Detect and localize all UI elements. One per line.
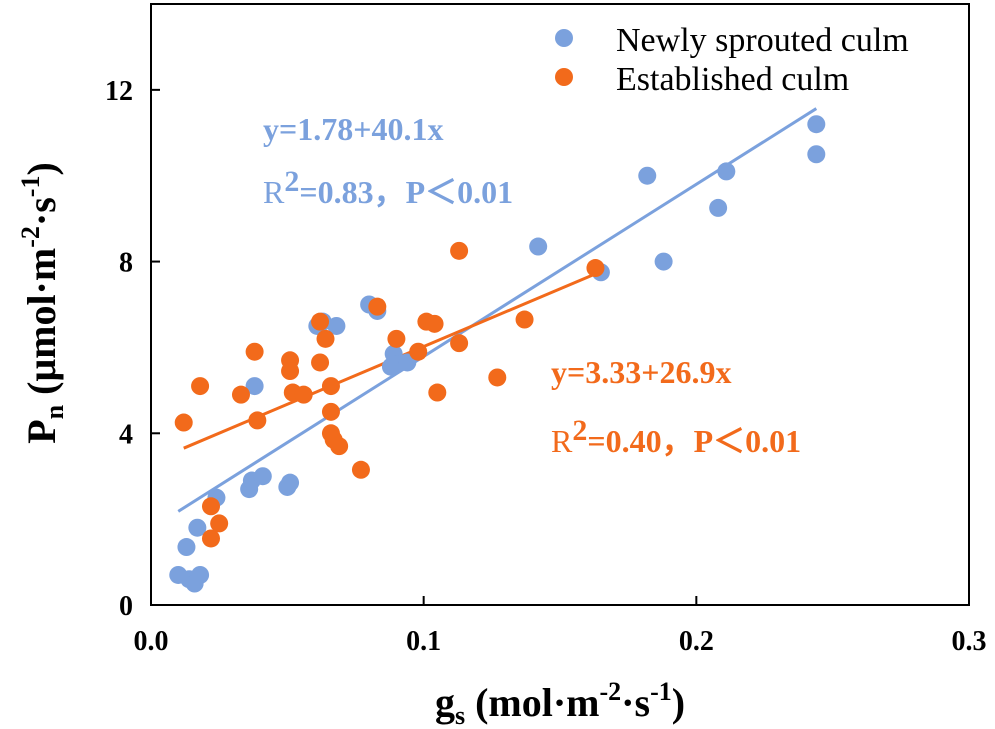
point-established <box>245 342 264 361</box>
point-established <box>201 497 220 516</box>
point-established <box>281 362 300 381</box>
point-established <box>330 437 349 456</box>
r2-letter-newly-sprouted: R <box>263 174 285 210</box>
y-title-mid: ·s <box>19 197 64 226</box>
point-established <box>586 259 605 278</box>
x-title-sup2: -1 <box>650 677 672 706</box>
point-established <box>316 329 335 348</box>
legend-marker-newly-sprouted <box>555 29 573 47</box>
plot-frame <box>150 3 970 606</box>
r2-newly-sprouted: R2=0.83，P＜0.01 <box>263 165 513 210</box>
point-established <box>231 385 250 404</box>
point-established <box>311 353 330 372</box>
r2-value-newly-sprouted: =0.83，P＜0.01 <box>299 174 513 210</box>
x-axis-title: gs (mol·m-2·s-1) <box>435 677 685 729</box>
point-established <box>311 312 330 331</box>
point-newly-sprouted <box>177 538 196 557</box>
point-newly-sprouted <box>654 252 673 271</box>
point-established <box>450 241 469 260</box>
point-newly-sprouted <box>281 473 300 492</box>
point-established <box>387 329 406 348</box>
x-title-sub: s <box>455 701 465 729</box>
point-newly-sprouted <box>807 115 826 134</box>
point-newly-sprouted <box>188 518 207 537</box>
point-established <box>425 314 444 333</box>
fit-line-newly-sprouted <box>177 107 818 513</box>
point-newly-sprouted <box>717 162 736 181</box>
x-title-close: ) <box>672 680 685 725</box>
legend-label-established: Established culm <box>616 61 849 98</box>
x-axis-ticks: 0.0 0.1 0.2 0.3 <box>134 596 987 657</box>
point-established <box>351 460 370 479</box>
point-newly-sprouted <box>191 565 210 584</box>
point-established <box>428 383 447 402</box>
y-title-base: P <box>19 419 64 443</box>
point-newly-sprouted <box>245 377 264 396</box>
y-tick-label: 8 <box>119 248 133 279</box>
point-established <box>409 342 428 361</box>
point-established <box>488 368 507 387</box>
point-newly-sprouted <box>638 166 657 185</box>
point-established <box>368 297 387 316</box>
point-established <box>294 385 313 404</box>
point-newly-sprouted <box>253 467 272 486</box>
y-title-close: ) <box>19 162 64 175</box>
point-established <box>321 402 340 421</box>
point-established <box>515 310 534 329</box>
x-title-mid: ·s <box>621 680 650 725</box>
x-tick-label: 0.2 <box>679 626 714 657</box>
r2-sup-newly-sprouted: 2 <box>284 165 299 198</box>
y-tick-label: 4 <box>119 419 133 450</box>
point-established <box>174 413 193 432</box>
point-established <box>450 334 469 353</box>
equation-newly-sprouted: y=1.78+40.1x <box>263 111 443 147</box>
y-tick-label: 12 <box>105 76 133 107</box>
y-title-unit: (μmol·m <box>19 248 64 405</box>
point-newly-sprouted <box>807 145 826 164</box>
r2-value-established: =0.40，P＜0.01 <box>587 423 801 459</box>
x-title-unit: (mol·m <box>465 680 599 725</box>
legend-label-newly-sprouted: Newly sprouted culm <box>616 22 909 59</box>
annotation-established: y=3.33+26.9x R2=0.40，P＜0.01 <box>551 354 801 459</box>
legend-marker-established <box>555 68 573 86</box>
equation-established: y=3.33+26.9x <box>551 354 731 390</box>
point-established <box>210 514 229 533</box>
point-established <box>248 411 267 430</box>
point-established <box>321 377 340 396</box>
y-axis-title: Pn (μmol·m-2·s-1) <box>16 162 69 444</box>
r2-established: R2=0.40，P＜0.01 <box>551 414 801 459</box>
y-title-sub: n <box>40 404 69 419</box>
x-title-sup1: -2 <box>599 677 621 706</box>
y-title-sup1: -2 <box>16 226 45 248</box>
r2-sup-established: 2 <box>572 414 587 447</box>
x-tick-label: 0.1 <box>406 626 441 657</box>
point-newly-sprouted <box>327 316 346 335</box>
point-newly-sprouted <box>709 198 728 217</box>
y-title-sup2: -1 <box>16 176 45 198</box>
point-established <box>191 377 210 396</box>
legend: Newly sprouted culm Established culm <box>555 22 909 98</box>
y-tick-label: 0 <box>119 591 133 622</box>
x-tick-label: 0.0 <box>134 626 169 657</box>
annotation-newly-sprouted: y=1.78+40.1x R2=0.83，P＜0.01 <box>263 111 513 210</box>
y-axis-ticks: 0 4 8 12 <box>105 76 160 622</box>
r2-letter-established: R <box>551 423 573 459</box>
x-title-base: g <box>435 680 455 725</box>
point-newly-sprouted <box>529 237 548 256</box>
point-established <box>201 529 220 548</box>
x-tick-label: 0.3 <box>952 626 987 657</box>
data-points <box>169 115 826 593</box>
